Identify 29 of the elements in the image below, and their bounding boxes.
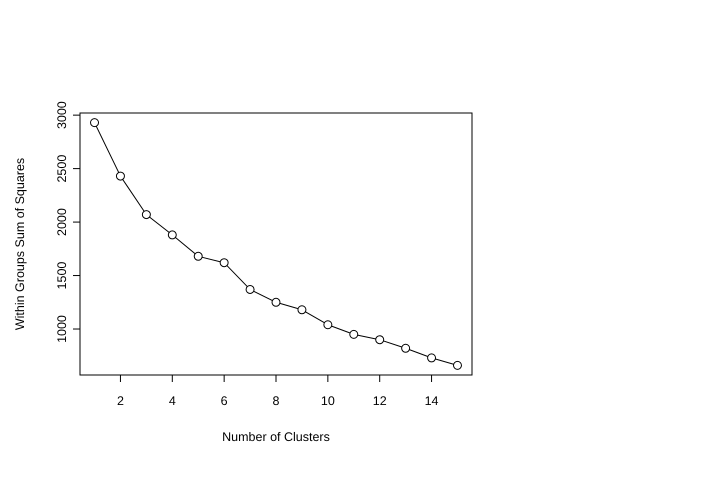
- y-tick-label: 2000: [55, 208, 69, 236]
- point: [246, 284, 255, 294]
- point: [452, 360, 462, 370]
- x-tick-label: 8: [272, 394, 280, 408]
- x-tick-label: 4: [168, 394, 176, 408]
- y-tick-label: 3000: [55, 101, 69, 130]
- point: [142, 210, 151, 220]
- point: [194, 252, 203, 261]
- point: [90, 118, 100, 128]
- point: [375, 335, 384, 344]
- point: [272, 298, 280, 307]
- y-tick-label: 1000: [55, 315, 69, 343]
- x-tick-label: 2: [116, 394, 124, 408]
- x-tick-label: 6: [220, 394, 228, 408]
- point: [401, 344, 410, 353]
- x-tick-label: 14: [424, 394, 439, 408]
- x-axis-title: Number of Clusters: [222, 430, 330, 444]
- point: [323, 320, 332, 330]
- y-axis-title: Within Groups Sum of Squares: [13, 158, 27, 330]
- point: [427, 353, 436, 362]
- point: [116, 172, 125, 181]
- point: [349, 330, 358, 339]
- y-tick-label: 1500: [55, 262, 69, 290]
- y-tick-label: 2500: [55, 154, 69, 183]
- point: [220, 258, 229, 268]
- point: [168, 230, 177, 240]
- point: [297, 305, 306, 314]
- x-tick-label: 10: [320, 394, 335, 408]
- x-tick-label: 12: [372, 394, 387, 408]
